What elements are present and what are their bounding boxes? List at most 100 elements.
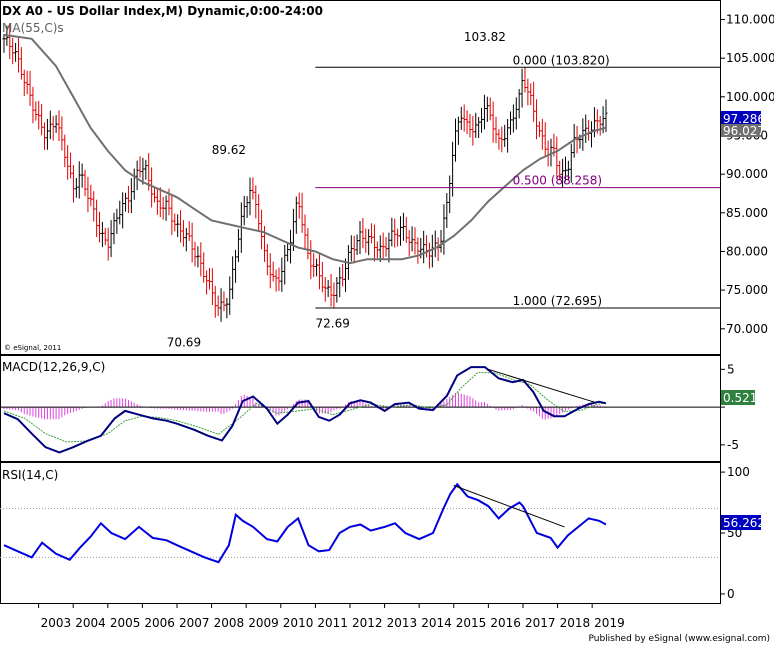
ohlc-bar <box>399 216 403 246</box>
ohlc-bar <box>442 204 446 255</box>
ohlc-bar <box>598 115 602 136</box>
rsi-value-box: 56.262 <box>721 515 765 530</box>
year-tick-label: 2005 <box>110 616 141 630</box>
ohlc-bar <box>520 68 524 108</box>
year-tick-label: 2013 <box>387 616 418 630</box>
ohlc-bar <box>190 222 194 263</box>
ohlc-bar <box>251 177 255 200</box>
ohlc-bar <box>121 192 125 229</box>
ohlc-bar <box>445 193 449 228</box>
ohlc-bar <box>332 282 336 309</box>
ohlc-bar <box>89 184 93 207</box>
price-tick-label: 80.000 <box>726 244 768 258</box>
year-tick-label: 2015 <box>456 616 487 630</box>
ohlc-bar <box>242 195 246 226</box>
price-tick-label: 75.000 <box>726 283 768 297</box>
ohlc-bar <box>155 187 159 215</box>
ohlc-bar <box>257 194 261 231</box>
ohlc-bar <box>34 101 38 121</box>
ohlc-bar <box>439 229 443 253</box>
ohlc-bar <box>480 107 484 133</box>
ohlc-bar <box>234 249 238 283</box>
ohlc-bar <box>451 141 455 197</box>
ohlc-bar <box>514 97 518 130</box>
ohlc-bar <box>144 159 148 180</box>
ohlc-bar <box>74 177 78 198</box>
ohlc-bar <box>60 116 64 151</box>
ohlc-bar <box>118 200 122 225</box>
year-tick-label: 2017 <box>525 616 556 630</box>
ohlc-bar <box>289 229 293 264</box>
close-value-box: 97.286 <box>721 111 765 126</box>
ohlc-bar <box>231 256 235 300</box>
ohlc-bar <box>448 175 452 214</box>
ohlc-bar <box>482 94 486 130</box>
ohlc-bar <box>45 118 49 150</box>
rsi-line <box>3 482 607 564</box>
ohlc-bar <box>132 168 136 200</box>
ohlc-bar <box>477 117 481 139</box>
price-annotation: 103.82 <box>464 30 506 44</box>
ohlc-bar <box>138 156 142 178</box>
ohlc-bar <box>584 114 588 143</box>
price-annotation: 89.62 <box>212 143 246 157</box>
ohlc-bar <box>31 86 35 124</box>
ohlc-bar <box>462 104 466 132</box>
ohlc-bar <box>546 140 550 167</box>
price-tick-label: 110.000 <box>726 12 774 26</box>
svg-text:96.027: 96.027 <box>723 124 765 138</box>
year-tick-label: 2011 <box>317 616 348 630</box>
ohlc-bar <box>361 218 365 249</box>
ohlc-bar <box>387 232 391 263</box>
ohlc-bar <box>109 220 113 258</box>
ohlc-bar <box>497 129 501 150</box>
ohlc-bar <box>16 37 20 73</box>
ohlc-bar <box>384 237 388 257</box>
ohlc-bar <box>563 156 567 182</box>
ohlc-bar <box>456 116 460 145</box>
footer-credit: Published by eSignal (www.esignal.com) <box>588 634 770 644</box>
ohlc-bar <box>54 115 58 133</box>
ohlc-bar <box>566 160 570 181</box>
ohlc-bar <box>268 253 272 289</box>
ohlc-bar <box>19 47 23 80</box>
ohlc-bar <box>106 227 110 261</box>
ohlc-bar <box>381 232 385 259</box>
ohlc-bar <box>260 209 264 250</box>
ohlc-bar <box>48 110 52 140</box>
ohlc-bar <box>491 101 495 143</box>
ohlc-bar <box>459 106 463 130</box>
ohlc-bar <box>274 269 278 292</box>
ohlc-bar <box>604 99 608 133</box>
ohlc-bar <box>219 288 223 322</box>
ohlc-bar <box>124 192 128 212</box>
ohlc-bar <box>294 196 298 234</box>
ohlc-bar <box>523 66 527 93</box>
ohlc-bar <box>355 234 359 255</box>
macd-histogram <box>3 392 607 420</box>
ohlc-bar <box>115 208 119 234</box>
year-tick-label: 2014 <box>421 616 452 630</box>
ohlc-bar <box>213 285 217 318</box>
ohlc-bar <box>349 235 353 262</box>
ohlc-bar <box>494 116 498 144</box>
year-tick-label: 2016 <box>490 616 521 630</box>
ohlc-bar <box>329 273 333 307</box>
ohlc-bar <box>468 113 472 138</box>
ohlc-bar <box>225 297 229 319</box>
ohlc-bar <box>590 121 594 148</box>
ohlc-bar <box>112 212 116 245</box>
ohlc-bar <box>396 228 400 247</box>
ohlc-bar <box>532 81 536 122</box>
price-annotation: 72.69 <box>315 316 349 330</box>
price-tick-label: 90.000 <box>726 167 768 181</box>
year-tick-label: 2018 <box>560 616 591 630</box>
rsi-tick-label: 100 <box>727 465 750 479</box>
ohlc-bar <box>320 261 324 293</box>
ohlc-bar <box>283 244 287 285</box>
ohlc-bar <box>95 199 99 237</box>
ohlc-bar <box>569 143 573 183</box>
ohlc-bar <box>187 221 191 242</box>
macd-panel-frame <box>0 355 721 462</box>
ohlc-bar <box>69 152 73 179</box>
